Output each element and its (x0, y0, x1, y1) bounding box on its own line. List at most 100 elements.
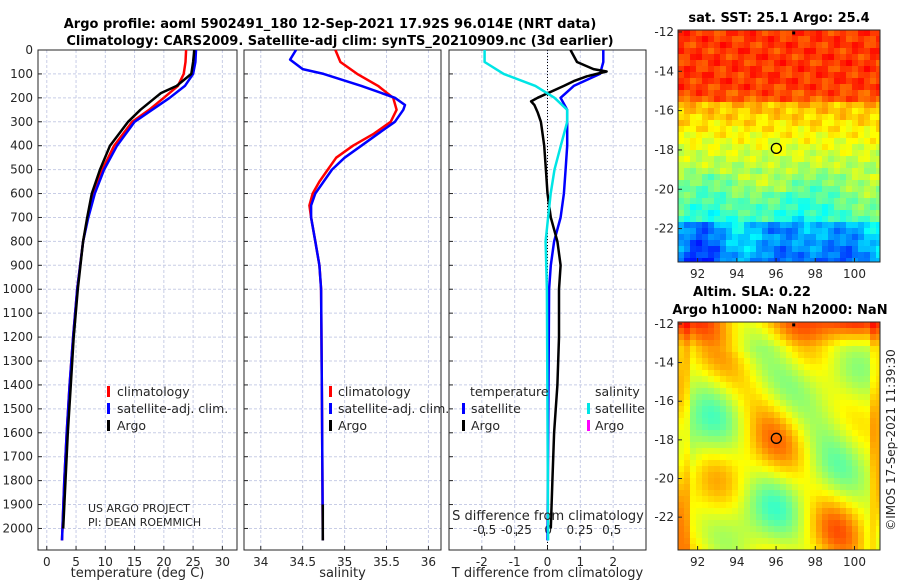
map-cell (732, 400, 738, 406)
map-cell (840, 36, 846, 42)
map-cell (780, 162, 786, 168)
map-cell (696, 108, 702, 114)
map-cell (822, 466, 828, 472)
map-cell (798, 48, 804, 54)
map-cell (876, 168, 880, 174)
map-cell (834, 210, 840, 216)
map-cell (744, 478, 750, 484)
map-cell (846, 466, 852, 472)
map-cell (756, 364, 762, 370)
map-cell (834, 78, 840, 84)
map-cell (834, 138, 840, 144)
map-cell (828, 234, 834, 240)
map-cell (852, 30, 858, 36)
map-cell (870, 54, 876, 60)
map-cell (750, 186, 756, 192)
map-cell (756, 346, 762, 352)
map-cell (822, 138, 828, 144)
map-cell (792, 388, 798, 394)
map-cell (804, 174, 810, 180)
map-cell (846, 340, 852, 346)
map-cell (858, 180, 864, 186)
map-cell (738, 472, 744, 478)
map-cell (876, 228, 880, 234)
map-cell (870, 96, 876, 102)
map-cell (678, 544, 684, 550)
map-cell (798, 42, 804, 48)
map-cell (822, 478, 828, 484)
map-cell (732, 532, 738, 538)
map-cell (834, 252, 840, 258)
map-cell (816, 502, 822, 508)
map-cell (786, 36, 792, 42)
map-cell (744, 454, 750, 460)
map-cell (840, 198, 846, 204)
map-cell (828, 72, 834, 78)
map-cell (822, 436, 828, 442)
map-cell (708, 370, 714, 376)
map-cell (846, 490, 852, 496)
map-x-tick-label: 92 (690, 267, 705, 281)
map-cell (738, 478, 744, 484)
map-cell (702, 216, 708, 222)
map-cell (864, 144, 870, 150)
map-cell (726, 346, 732, 352)
map-cell (702, 186, 708, 192)
map-cell (870, 126, 876, 132)
map-cell (834, 478, 840, 484)
map-cell (864, 192, 870, 198)
map-cell (762, 222, 768, 228)
map-cell (870, 412, 876, 418)
map-cell (702, 132, 708, 138)
map-cell (864, 138, 870, 144)
map-cell (792, 60, 798, 66)
map-cell (780, 466, 786, 472)
map-cell (726, 448, 732, 454)
map-cell (696, 84, 702, 90)
map-cell (708, 448, 714, 454)
map-cell (798, 36, 804, 42)
map-cell (792, 192, 798, 198)
map-cell (834, 60, 840, 66)
map-cell (756, 132, 762, 138)
map-cell (690, 328, 696, 334)
map-cell (828, 186, 834, 192)
map-cell (738, 502, 744, 508)
map-cell (780, 54, 786, 60)
map-cell (786, 150, 792, 156)
map-cell (696, 126, 702, 132)
series-line-argo (61, 49, 196, 529)
map-cell (738, 526, 744, 532)
map-cell (744, 382, 750, 388)
map-cell (798, 66, 804, 72)
map-cell (690, 132, 696, 138)
map-cell (768, 114, 774, 120)
map-cell (732, 192, 738, 198)
timestamp: ©IMOS 17-Sep-2021 11:39:30 (884, 349, 898, 531)
map-cell (750, 394, 756, 400)
map-cell (678, 150, 684, 156)
map-cell (684, 96, 690, 102)
map-cell (804, 466, 810, 472)
map-cell (708, 520, 714, 526)
map-cell (732, 478, 738, 484)
map-cell (738, 388, 744, 394)
map-cell (804, 240, 810, 246)
map-cell (732, 352, 738, 358)
map-cell (678, 42, 684, 48)
map-cell (804, 514, 810, 520)
map-cell (786, 138, 792, 144)
map-cell (846, 114, 852, 120)
map-cell (732, 198, 738, 204)
map-cell (810, 210, 816, 216)
map-cell (690, 120, 696, 126)
x-tick-label: 35.5 (373, 555, 400, 569)
map-cell (870, 514, 876, 520)
map-cell (822, 246, 828, 252)
map-cell (750, 436, 756, 442)
map-cell (744, 48, 750, 54)
map-cell (744, 322, 750, 328)
map-cell (870, 120, 876, 126)
map-cell (840, 490, 846, 496)
map-cell (684, 222, 690, 228)
